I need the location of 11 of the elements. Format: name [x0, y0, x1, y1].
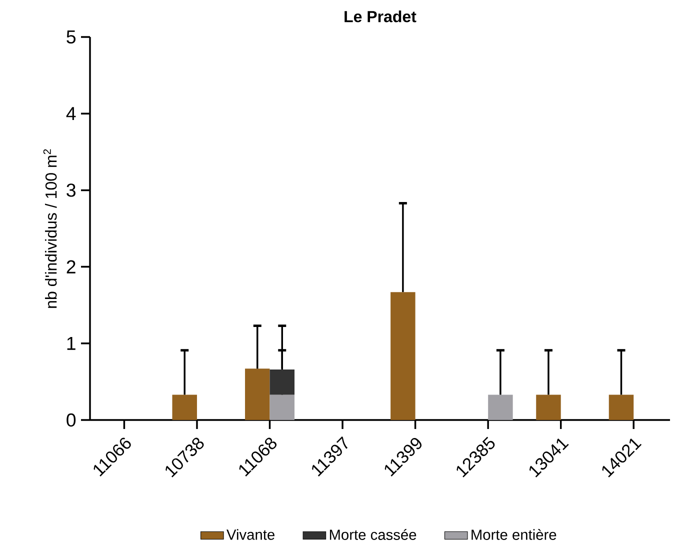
y-axis-title: nb d'individus / 100 m$^{2}$ [43, 149, 57, 308]
y-tick-label: 1 [67, 336, 76, 350]
y-tick-label: 2 [66, 260, 76, 274]
y-tick-label: 3 [66, 184, 76, 197]
y-tick-label: 0 [66, 413, 76, 427]
chart-title: Le Pradet [344, 10, 416, 22]
legend-label: Vivante [226, 529, 274, 540]
y-tick-label: 5 [66, 30, 76, 44]
legend-label: Morte cassée [330, 528, 416, 540]
legend-label: Morte entière [472, 528, 556, 540]
y-tick-label: 4 [66, 107, 76, 120]
